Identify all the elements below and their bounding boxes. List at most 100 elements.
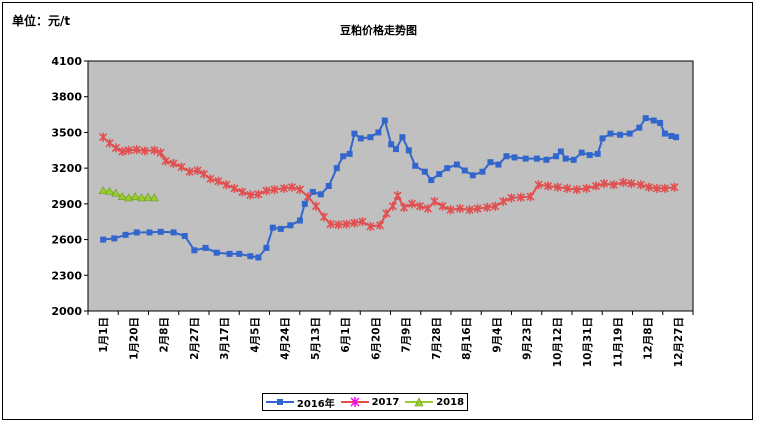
data-point xyxy=(149,193,159,202)
x-tick-label: 11月19日 xyxy=(612,317,624,367)
data-point xyxy=(132,145,141,155)
data-point xyxy=(636,124,643,131)
x-tick-label: 1月20日 xyxy=(128,317,140,360)
data-point xyxy=(511,154,518,161)
data-point xyxy=(143,192,153,201)
data-point xyxy=(516,192,525,202)
data-point xyxy=(436,171,443,178)
data-point xyxy=(483,202,492,212)
data-point xyxy=(430,196,439,206)
data-point xyxy=(650,117,657,124)
data-point xyxy=(673,134,680,141)
x-tick-label: 9月4日 xyxy=(491,317,503,353)
data-point xyxy=(619,177,628,187)
data-point xyxy=(319,212,329,222)
data-point xyxy=(117,192,127,201)
data-point xyxy=(191,247,198,254)
data-point xyxy=(405,147,412,154)
data-point xyxy=(157,228,164,235)
data-point xyxy=(236,250,243,257)
data-point xyxy=(247,253,254,260)
series-layer xyxy=(98,115,680,261)
data-point xyxy=(150,145,159,155)
data-point xyxy=(453,161,460,168)
data-point xyxy=(572,185,581,195)
x-tick-label: 6月1日 xyxy=(340,317,352,353)
x-tick-label: 12月27日 xyxy=(673,317,685,367)
data-point xyxy=(214,176,223,186)
data-point xyxy=(600,179,609,189)
data-point xyxy=(617,131,624,138)
data-point xyxy=(333,165,340,172)
data-point xyxy=(161,156,170,166)
y-tick-label: 3800 xyxy=(51,91,82,104)
data-point xyxy=(607,130,614,137)
data-point xyxy=(526,192,535,202)
data-point xyxy=(130,192,140,201)
data-point xyxy=(124,193,134,202)
data-point xyxy=(111,143,120,153)
data-point xyxy=(642,115,649,122)
data-point xyxy=(657,119,664,126)
data-point xyxy=(254,189,263,199)
data-point xyxy=(366,221,375,231)
data-point xyxy=(309,188,316,195)
data-point xyxy=(423,204,433,214)
data-point xyxy=(170,229,177,236)
x-tick-label: 2月8日 xyxy=(159,317,171,353)
series-line xyxy=(102,116,677,259)
data-point xyxy=(586,152,593,159)
legend-label-2016: 2016年 xyxy=(296,398,335,410)
data-point xyxy=(226,250,233,257)
data-point xyxy=(357,135,364,142)
data-point xyxy=(375,220,385,230)
data-point xyxy=(177,162,186,172)
data-point xyxy=(446,205,455,215)
data-point xyxy=(279,183,289,193)
data-point xyxy=(375,129,382,136)
data-point xyxy=(105,138,114,148)
data-point xyxy=(206,174,215,184)
x-tick-label: 12月8日 xyxy=(643,317,655,360)
data-point xyxy=(491,201,500,211)
data-point xyxy=(334,220,343,230)
data-point xyxy=(594,150,601,157)
data-point xyxy=(222,180,231,190)
data-point xyxy=(202,244,209,251)
data-point xyxy=(270,185,279,195)
y-axis: 2000 2300 2600 2900 3200 3500 3800 4100 xyxy=(51,55,88,318)
data-point xyxy=(351,130,358,137)
data-point xyxy=(287,182,297,192)
data-point xyxy=(670,182,679,192)
data-point xyxy=(553,153,560,160)
data-point xyxy=(238,187,247,197)
data-point xyxy=(122,231,129,238)
data-point xyxy=(169,158,178,168)
data-point xyxy=(98,186,108,195)
x-tick-label: 10月31日 xyxy=(582,317,594,367)
series-2018 xyxy=(98,186,159,202)
data-point xyxy=(609,180,618,190)
data-point xyxy=(137,193,147,202)
data-point xyxy=(534,180,543,190)
chart-title: 豆粕价格走势图 xyxy=(340,24,417,37)
data-point xyxy=(146,229,153,236)
data-point xyxy=(262,186,271,196)
data-point xyxy=(661,130,668,137)
data-point xyxy=(578,149,585,156)
data-point xyxy=(99,132,108,142)
legend-item-2018: 2018 xyxy=(405,397,464,408)
data-point xyxy=(563,183,572,193)
x-tick-label: 4月5日 xyxy=(249,317,261,353)
data-point xyxy=(358,217,367,227)
data-point xyxy=(199,169,209,179)
data-point xyxy=(461,167,468,174)
data-point xyxy=(124,145,133,155)
data-point xyxy=(592,181,601,191)
x-tick-label: 9月23日 xyxy=(522,317,534,360)
y-tick-label: 2300 xyxy=(51,269,82,282)
data-point xyxy=(277,225,284,232)
data-point xyxy=(269,224,276,231)
chart-legend: 2016年 2017 2018 xyxy=(262,393,468,411)
legend-item-2017: 2017 xyxy=(340,397,399,408)
